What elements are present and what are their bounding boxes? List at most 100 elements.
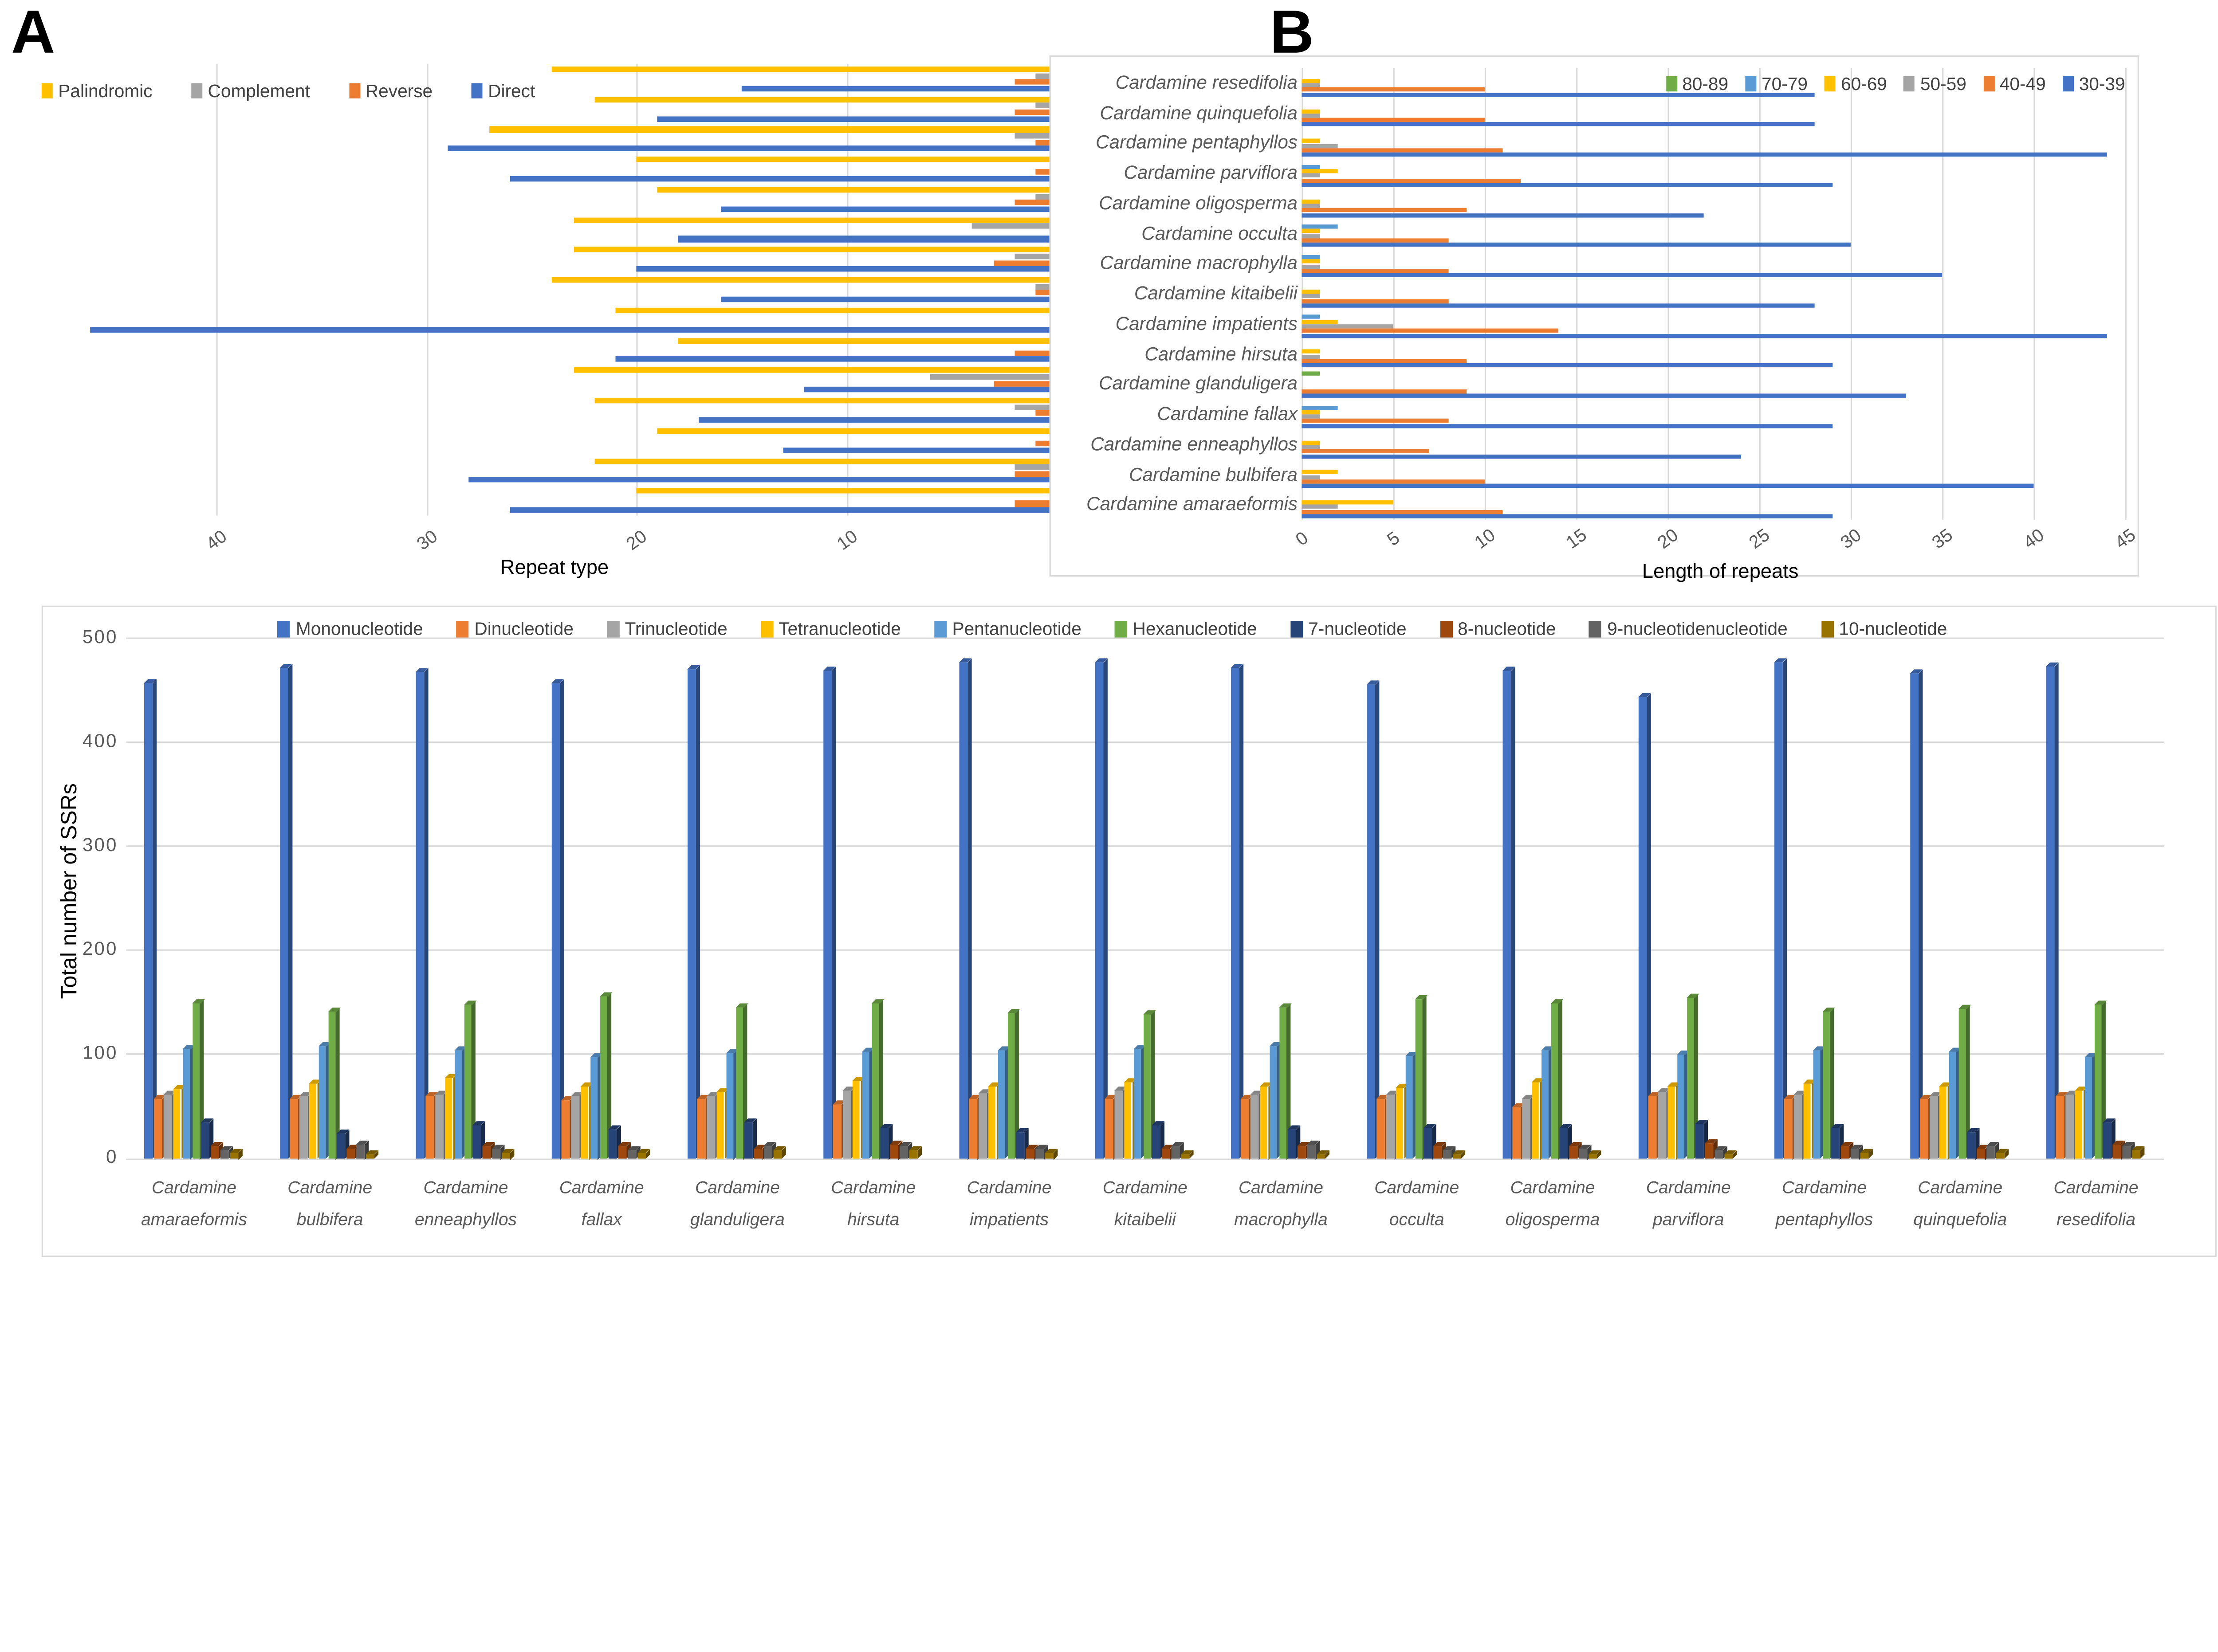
bar-palindromic [678, 337, 1057, 344]
bar-8-nucleotide [1298, 1146, 1306, 1159]
bar-10-nucleotide [1589, 1154, 1597, 1159]
bar-Trinucleotide [1114, 1091, 1122, 1159]
bar-palindromic [573, 247, 1057, 253]
bar-7-nucleotide [609, 1129, 617, 1159]
legend-item: Trinucleotide [606, 618, 728, 639]
legend-swatch-icon [1821, 620, 1833, 637]
bar-9-nucleotidenucleotide [1035, 1148, 1044, 1159]
bar-direct [447, 145, 1057, 152]
legend-item: 10-nucleotide [1821, 618, 1947, 639]
legend-item: 7-nucleotide [1290, 618, 1407, 639]
category-label: Cardamine kitaibelii [1102, 1178, 1188, 1229]
legend-label: 7-nucleotide [1308, 618, 1407, 639]
bar-Dinucleotide [1105, 1098, 1113, 1159]
bar-range-60-69 [1302, 410, 1320, 414]
bar-direct [468, 477, 1057, 483]
bar-9-nucleotidenucleotide [2122, 1146, 2131, 1159]
gridline [126, 845, 2164, 847]
bar-range-60-69 [1302, 139, 1320, 143]
bar-Tetranucleotide [1124, 1082, 1132, 1159]
bar-direct [804, 387, 1057, 393]
legend-label: Complement [208, 80, 310, 102]
bar-palindromic [657, 428, 1057, 434]
legend-label: Palindromic [58, 80, 153, 102]
gridline [1667, 68, 1669, 520]
bar-10-nucleotide [1045, 1152, 1054, 1159]
bar-Pentanucleotide [1813, 1050, 1821, 1159]
bar-10-nucleotide [2132, 1150, 2140, 1159]
bar-range-40-49 [1302, 238, 1448, 243]
bar-reverse [1014, 200, 1057, 206]
bar-8-nucleotide [347, 1149, 355, 1159]
gridline [126, 637, 2164, 639]
bar-range-30-39 [1302, 153, 2107, 157]
bar-reverse [993, 260, 1057, 266]
bar-range-60-69 [1302, 349, 1320, 354]
bar-9-nucleotidenucleotide [628, 1150, 637, 1159]
bar-range-40-49 [1302, 268, 1448, 273]
legend-item: 70-79 [1745, 74, 1808, 94]
bar-Tetranucleotide [1531, 1082, 1540, 1159]
bar-7-nucleotide [337, 1134, 346, 1159]
gridline [126, 949, 2164, 951]
bar-side-Mononucleotide [831, 667, 836, 1159]
legend-item: Pentanucleotide [934, 618, 1081, 639]
bar-Trinucleotide [435, 1094, 443, 1159]
gridline [846, 63, 848, 516]
panel-c-ytick-column: 0 100 200 300 400 500 [63, 627, 118, 1167]
gridline [1484, 68, 1486, 520]
axis-tick-label: 300 [82, 834, 118, 855]
category-label: Cardamine bulbifera [287, 1178, 373, 1229]
legend-swatch-icon [1824, 76, 1836, 92]
bar-Tetranucleotide [852, 1080, 861, 1159]
bar-Pentanucleotide [1541, 1050, 1549, 1159]
bar-7-nucleotide [745, 1122, 753, 1159]
legend-label: Direct [488, 80, 535, 102]
panel-b-axis-title: Length of repeats [1642, 561, 1799, 584]
panel-b-tick-row: 0 5 10 15 20 25 30 35 40 45 [1291, 524, 2139, 559]
panel-b: Cardamine resedifolia Cardamine quinquefo… [1049, 55, 2139, 584]
bar-Dinucleotide [1919, 1098, 1928, 1159]
legend-swatch-icon [760, 620, 773, 637]
bar-range-50-59 [1302, 475, 1320, 479]
bar-7-nucleotide [2103, 1122, 2112, 1159]
gridline [636, 63, 638, 516]
bar-range-30-39 [1302, 484, 2034, 488]
bar-9-nucleotidenucleotide [1307, 1144, 1316, 1159]
bar-range-40-49 [1302, 178, 1522, 183]
bar-range-70-79 [1302, 255, 1320, 259]
bar-8-nucleotide [211, 1146, 220, 1159]
legend-item: Tetranucleotide [760, 618, 901, 639]
bar-7-nucleotide [1696, 1124, 1704, 1159]
bar-Hexanucleotide [871, 1002, 880, 1159]
category-label: Cardamine occulta [1374, 1178, 1459, 1229]
bar-Hexanucleotide [328, 1011, 336, 1159]
bar-10-nucleotide [1860, 1153, 1869, 1159]
legend-label: Pentanucleotide [952, 618, 1081, 639]
axis-tick-label: 5 [1383, 527, 1404, 550]
legend-label: Hexanucleotide [1133, 618, 1257, 639]
bar-Mononucleotide [1774, 663, 1783, 1159]
panel-b-label: B [1270, 0, 1314, 67]
legend-swatch-icon [278, 620, 291, 637]
legend-label: Tetranucleotide [779, 618, 901, 639]
panel-a-axis-title: Repeat type [500, 557, 609, 580]
bar-range-30-39 [1302, 424, 1833, 428]
legend-label: 9-nucleotidenucleotide [1607, 618, 1788, 639]
legend-label: 50-59 [1920, 73, 1966, 94]
bar-palindromic [573, 368, 1057, 373]
bar-Mononucleotide [1638, 697, 1647, 1159]
bar-palindromic [594, 398, 1057, 404]
bar-Hexanucleotide [1007, 1013, 1015, 1159]
bar-Hexanucleotide [1822, 1012, 1830, 1159]
legend-item: 9-nucleotidenucleotide [1589, 618, 1788, 639]
bar-palindromic [552, 67, 1057, 72]
bar-palindromic [552, 277, 1057, 283]
bar-range-60-69 [1302, 500, 1393, 505]
legend-item: Dinucleotide [456, 618, 574, 639]
bar-side-Mononucleotide [696, 665, 700, 1159]
bar-range-40-49 [1302, 449, 1430, 454]
bar-Mononucleotide [551, 683, 560, 1159]
gridline [216, 63, 218, 516]
bar-Mononucleotide [1910, 673, 1919, 1159]
